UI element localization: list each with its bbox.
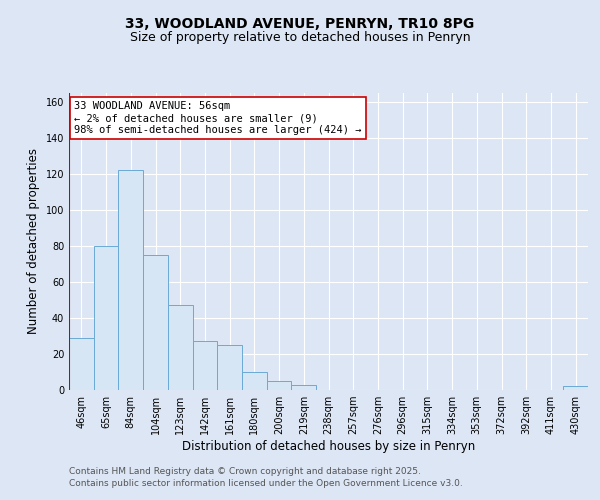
Text: Size of property relative to detached houses in Penryn: Size of property relative to detached ho… bbox=[130, 31, 470, 44]
Bar bbox=[217, 345, 242, 390]
Text: Contains public sector information licensed under the Open Government Licence v3: Contains public sector information licen… bbox=[69, 478, 463, 488]
Bar bbox=[118, 170, 143, 390]
Bar bbox=[168, 306, 193, 390]
Bar bbox=[267, 381, 292, 390]
Y-axis label: Number of detached properties: Number of detached properties bbox=[27, 148, 40, 334]
X-axis label: Distribution of detached houses by size in Penryn: Distribution of detached houses by size … bbox=[182, 440, 475, 453]
Bar bbox=[563, 386, 588, 390]
Bar bbox=[143, 255, 168, 390]
Text: 33, WOODLAND AVENUE, PENRYN, TR10 8PG: 33, WOODLAND AVENUE, PENRYN, TR10 8PG bbox=[125, 18, 475, 32]
Bar bbox=[242, 372, 267, 390]
Text: Contains HM Land Registry data © Crown copyright and database right 2025.: Contains HM Land Registry data © Crown c… bbox=[69, 467, 421, 476]
Bar bbox=[69, 338, 94, 390]
Bar bbox=[193, 342, 217, 390]
Bar bbox=[94, 246, 118, 390]
Text: 33 WOODLAND AVENUE: 56sqm
← 2% of detached houses are smaller (9)
98% of semi-de: 33 WOODLAND AVENUE: 56sqm ← 2% of detach… bbox=[74, 102, 362, 134]
Bar bbox=[292, 384, 316, 390]
